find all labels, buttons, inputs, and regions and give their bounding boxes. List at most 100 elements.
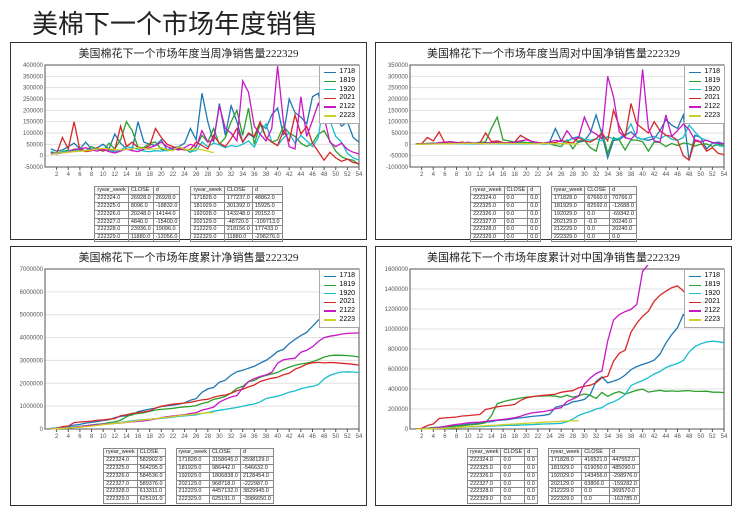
svg-text:30: 30: [581, 172, 588, 178]
svg-text:24: 24: [181, 172, 188, 178]
table-cell: 143248.0: [224, 210, 252, 218]
table-cell: 447552.0: [610, 456, 640, 464]
table-cell: 0.0: [501, 472, 525, 480]
svg-text:10: 10: [100, 172, 107, 178]
table-cell: 212229.0: [551, 226, 584, 234]
table-cell: 67660.0: [585, 194, 610, 202]
panel-title-A: 美国棉花下一个市场年度当周净销售量222329: [11, 45, 366, 61]
table-cell: 192028.0: [191, 210, 224, 218]
svg-text:350000: 350000: [388, 63, 409, 69]
table-cell: 625191.0: [137, 496, 165, 504]
table-cell: 63806.0: [582, 480, 610, 488]
table-cell: 181929.0: [551, 202, 584, 210]
data-table-0: ryear_weekCLOSEd222324.00.00.0222325.00.…: [467, 448, 538, 504]
table-cell: 222329.0: [471, 234, 504, 242]
table-row: 202129.063806.0-159282.0: [548, 480, 639, 488]
table-row: 222329.011880.0-12056.0: [95, 234, 180, 242]
svg-text:20: 20: [158, 434, 165, 440]
svg-text:10: 10: [465, 172, 472, 178]
series-2223: [416, 143, 579, 144]
table-cell: 0.0: [528, 202, 541, 210]
table-cell: 192029.0: [551, 210, 584, 218]
svg-text:12: 12: [476, 172, 483, 178]
table-cell: 218156.0: [224, 226, 252, 234]
svg-text:300000: 300000: [23, 86, 44, 92]
table-cell: 4840.0: [128, 218, 153, 226]
table-row: 222328.00.00.0: [468, 488, 538, 496]
svg-text:6: 6: [78, 172, 82, 178]
svg-text:1000000: 1000000: [20, 404, 44, 410]
table-cell: -222987.0: [240, 480, 273, 488]
svg-text:1400000: 1400000: [385, 287, 409, 293]
table-cell: 0.0: [525, 464, 538, 472]
svg-text:50000: 50000: [391, 131, 408, 137]
table-row: 222329.0625191.0: [104, 496, 165, 504]
legend-item-2223: 2223: [324, 112, 355, 121]
table-cell: 212229.0: [176, 488, 209, 496]
chart-D: 0200000400000600000800000100000012000001…: [376, 265, 730, 441]
svg-text:2000000: 2000000: [20, 381, 44, 387]
svg-text:-50000: -50000: [389, 154, 408, 160]
panel-C: 美国棉花下一个市场年度累计净销售量22232901000000200000030…: [10, 246, 367, 506]
table-cell: 0.0: [501, 496, 525, 504]
table-row: 222325.0564295.0: [104, 464, 165, 472]
table-cell: 0.0: [610, 234, 637, 242]
svg-text:200000: 200000: [23, 108, 44, 114]
legend-label: 1920: [704, 86, 720, 95]
table-row: 222328.00.00.0: [471, 226, 541, 234]
table-cell: -546632.0: [240, 464, 273, 472]
table-cell: 222324.0: [468, 456, 501, 464]
table-cell: 192029.0: [176, 472, 209, 480]
table-cell: 625191.0: [209, 496, 240, 504]
page-title: 美棉下一个市场年度销售: [32, 4, 318, 41]
svg-text:40: 40: [639, 172, 646, 178]
table-row: 222324.00.00.0: [471, 194, 541, 202]
legend: 171818191920202121222223: [319, 65, 360, 124]
svg-text:54: 54: [721, 434, 728, 440]
svg-text:54: 54: [356, 434, 363, 440]
table-header: d: [525, 449, 538, 457]
chart-wrap-B: -100000-50000050000100000150000200000250…: [376, 61, 731, 184]
svg-text:1000000: 1000000: [385, 327, 409, 333]
svg-text:38: 38: [263, 172, 270, 178]
legend-label: 2122: [339, 307, 355, 316]
svg-text:8: 8: [455, 172, 459, 178]
svg-text:20: 20: [523, 172, 530, 178]
table-cell: 171828.0: [551, 194, 584, 202]
svg-text:800000: 800000: [388, 347, 409, 353]
table-row: 222325.08096.0-18832.0: [95, 202, 180, 210]
table-cell: -15400.0: [153, 218, 180, 226]
svg-text:34: 34: [239, 434, 246, 440]
svg-text:28: 28: [204, 434, 211, 440]
table-row: 222326.0584536.0: [104, 472, 165, 480]
legend-label: 1920: [704, 290, 720, 299]
svg-text:250000: 250000: [23, 97, 44, 103]
svg-text:44: 44: [663, 172, 670, 178]
table-cell: 222329.0: [176, 496, 209, 504]
series-2122: [51, 333, 359, 429]
legend-label: 1819: [339, 77, 355, 86]
table-cell: 619050.0: [582, 464, 610, 472]
table-cell: 15925.0: [252, 202, 282, 210]
legend-label: 2223: [704, 112, 720, 121]
series-2021: [416, 104, 724, 161]
table-cell: 582902.0: [137, 456, 165, 464]
svg-text:20: 20: [523, 434, 530, 440]
table-row: 222328.023936.019096.0: [95, 226, 180, 234]
legend-item-1920: 1920: [324, 86, 355, 95]
table-header: d: [240, 449, 273, 457]
legend-label: 2122: [704, 307, 720, 316]
table-cell: 82592.0: [585, 202, 610, 210]
table-header: ryear_week: [176, 449, 209, 457]
svg-text:50: 50: [697, 172, 704, 178]
svg-text:400000: 400000: [388, 387, 409, 393]
svg-text:18: 18: [511, 434, 518, 440]
svg-text:36: 36: [251, 434, 258, 440]
table-row: 202129.0-48720.0-109713.0: [191, 218, 282, 226]
table-cell: 222328.0: [468, 488, 501, 496]
svg-text:4000000: 4000000: [20, 336, 44, 342]
table-cell: -109713.0: [252, 218, 282, 226]
table-cell: 0.0: [528, 194, 541, 202]
table-row: 171828.03158645.02598129.0: [176, 456, 273, 464]
table-cell: 3158645.0: [209, 456, 240, 464]
